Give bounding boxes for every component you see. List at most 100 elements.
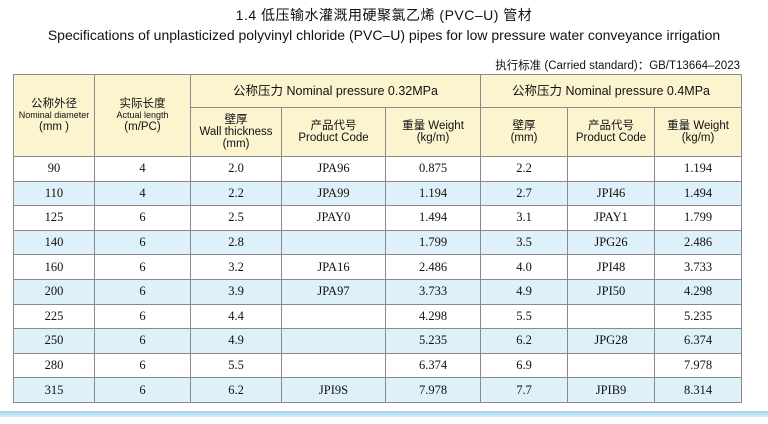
cell-diameter: 90 [13,156,95,182]
cell-diameter: 250 [13,328,95,354]
cell-weight-2: 2.486 [654,229,743,256]
header-wall-cn: 壁厚 [224,114,248,126]
cell-wall-thickness: 5.5 [190,352,282,379]
cell-product-code [281,352,386,379]
cell-weight: 2.486 [384,254,482,280]
cell-wall-thickness: 6.2 [190,377,282,403]
header-weight2-label: 重量 Weight [667,120,729,132]
cell-weight-2: 6.374 [654,328,743,354]
cell-length: 4 [94,156,191,182]
cell-weight: 4.298 [384,303,482,330]
cell-product-code-2: JPIB9 [567,377,656,403]
cell-wall-thickness-2: 5.5 [480,303,569,330]
header-wall2-cn: 壁厚 [512,120,536,132]
header-product-code-2: 产品代号 Product Code [567,107,656,157]
cell-weight-2: 7.978 [654,352,743,379]
cell-wall-thickness: 4.4 [190,303,282,330]
header-actual-length: 实际长度 Actual length (m/PC) [94,74,191,157]
header-length-cn: 实际长度 [119,98,166,110]
cell-product-code [281,328,386,354]
header-wall-thickness-2: 壁厚 (mm) [480,107,569,157]
table-row: 140 6 2.8 1.799 3.5 JPG26 2.486 [13,229,743,256]
cell-diameter: 315 [13,377,95,403]
header-weight-label: 重量 Weight [402,120,464,132]
cell-wall-thickness: 2.5 [190,205,282,231]
header-product-code: 产品代号 Product Code [281,107,386,157]
cell-weight: 6.374 [384,352,482,379]
table-row: 315 6 6.2 JPI9S 7.978 7.7 JPIB9 8.314 [13,377,743,403]
cell-wall-thickness-2: 6.2 [480,328,569,354]
header-wall-thickness: 壁厚 Wall thickness (mm) [190,107,282,157]
cell-product-code: JPA96 [281,156,386,182]
cell-diameter: 225 [13,303,95,330]
header-weight: 重量 Weight (kg/m) [384,107,482,157]
cell-weight-2: 1.799 [654,205,743,231]
cell-product-code-2 [567,303,656,330]
table-row: 125 6 2.5 JPAY0 1.494 3.1 JPAY1 1.799 [13,205,743,231]
page-title-english: Specifications of unplasticized polyviny… [47,27,721,43]
cell-wall-thickness-2: 7.7 [480,377,569,403]
cell-wall-thickness-2: 6.9 [480,352,569,379]
header-wall2-unit: (mm) [510,132,538,144]
header-length-en: Actual length [116,110,169,120]
cell-weight-2: 5.235 [654,303,743,330]
cell-weight-2: 8.314 [654,377,743,403]
cell-wall-thickness-2: 2.7 [480,180,569,207]
cell-product-code-2: JPI48 [567,254,656,280]
header-diameter-cn: 公称外径 [31,98,77,110]
cell-weight-2: 3.733 [654,254,743,280]
cell-length: 6 [94,205,191,231]
table-row: 200 6 3.9 JPA97 3.733 4.9 JPI50 4.298 [13,278,743,305]
standard-reference: 执行标准 (Carried standard)：GB/T13664–2023 [495,60,740,72]
header-weight-unit: (kg/m) [416,132,450,144]
cell-weight-2: 1.194 [654,156,743,182]
bottom-divider [0,411,768,417]
cell-wall-thickness: 4.9 [190,328,282,354]
cell-weight: 3.733 [384,278,482,305]
cell-length: 4 [94,180,191,207]
cell-product-code-2: JPI46 [567,180,656,207]
cell-product-code-2: JPG28 [567,328,656,354]
cell-weight: 0.875 [384,156,482,182]
cell-length: 6 [94,278,191,305]
cell-wall-thickness-2: 3.5 [480,229,569,256]
cell-length: 6 [94,352,191,379]
header-code-cn: 产品代号 [310,120,357,132]
header-code-en: Product Code [298,132,369,144]
header-diameter-unit: (mm ) [38,121,69,133]
cell-product-code-2 [567,352,656,379]
header-code2-en: Product Code [575,132,647,144]
cell-product-code: JPI9S [281,377,386,403]
cell-wall-thickness-2: 2.2 [480,156,569,182]
cell-diameter: 200 [13,278,95,305]
cell-product-code: JPAY0 [281,205,386,231]
cell-product-code: JPA99 [281,180,386,207]
cell-product-code-2: JPG26 [567,229,656,256]
header-diameter-en: Nominal diameter [18,110,90,120]
cell-product-code-2: JPAY1 [567,205,656,231]
cell-product-code: JPA97 [281,278,386,305]
cell-wall-thickness-2: 4.9 [480,278,569,305]
cell-weight: 1.194 [384,180,482,207]
cell-wall-thickness-2: 4.0 [480,254,569,280]
pipe-spec-table: 公称外径 Nominal diameter (mm ) 实际长度 Actual … [13,74,743,403]
cell-wall-thickness: 2.2 [190,180,282,207]
cell-length: 6 [94,377,191,403]
header-weight2-unit: (kg/m) [681,132,715,144]
cell-diameter: 280 [13,352,95,379]
cell-wall-thickness: 3.9 [190,278,282,305]
cell-diameter: 140 [13,229,95,256]
table-row: 250 6 4.9 5.235 6.2 JPG28 6.374 [13,328,743,354]
table-row: 90 4 2.0 JPA96 0.875 2.2 1.194 [13,156,743,182]
cell-product-code [281,303,386,330]
header-code2-cn: 产品代号 [588,120,635,132]
header-wall-unit: (mm) [222,138,250,150]
cell-diameter: 125 [13,205,95,231]
cell-length: 6 [94,254,191,280]
cell-diameter: 110 [13,180,95,207]
table-row: 110 4 2.2 JPA99 1.194 2.7 JPI46 1.494 [13,180,743,207]
cell-wall-thickness-2: 3.1 [480,205,569,231]
cell-length: 6 [94,328,191,354]
cell-product-code-2 [567,156,656,182]
page-title-chinese: 1.4 低压输水灌溉用硬聚氯乙烯 (PVC–U) 管材 [235,7,533,23]
